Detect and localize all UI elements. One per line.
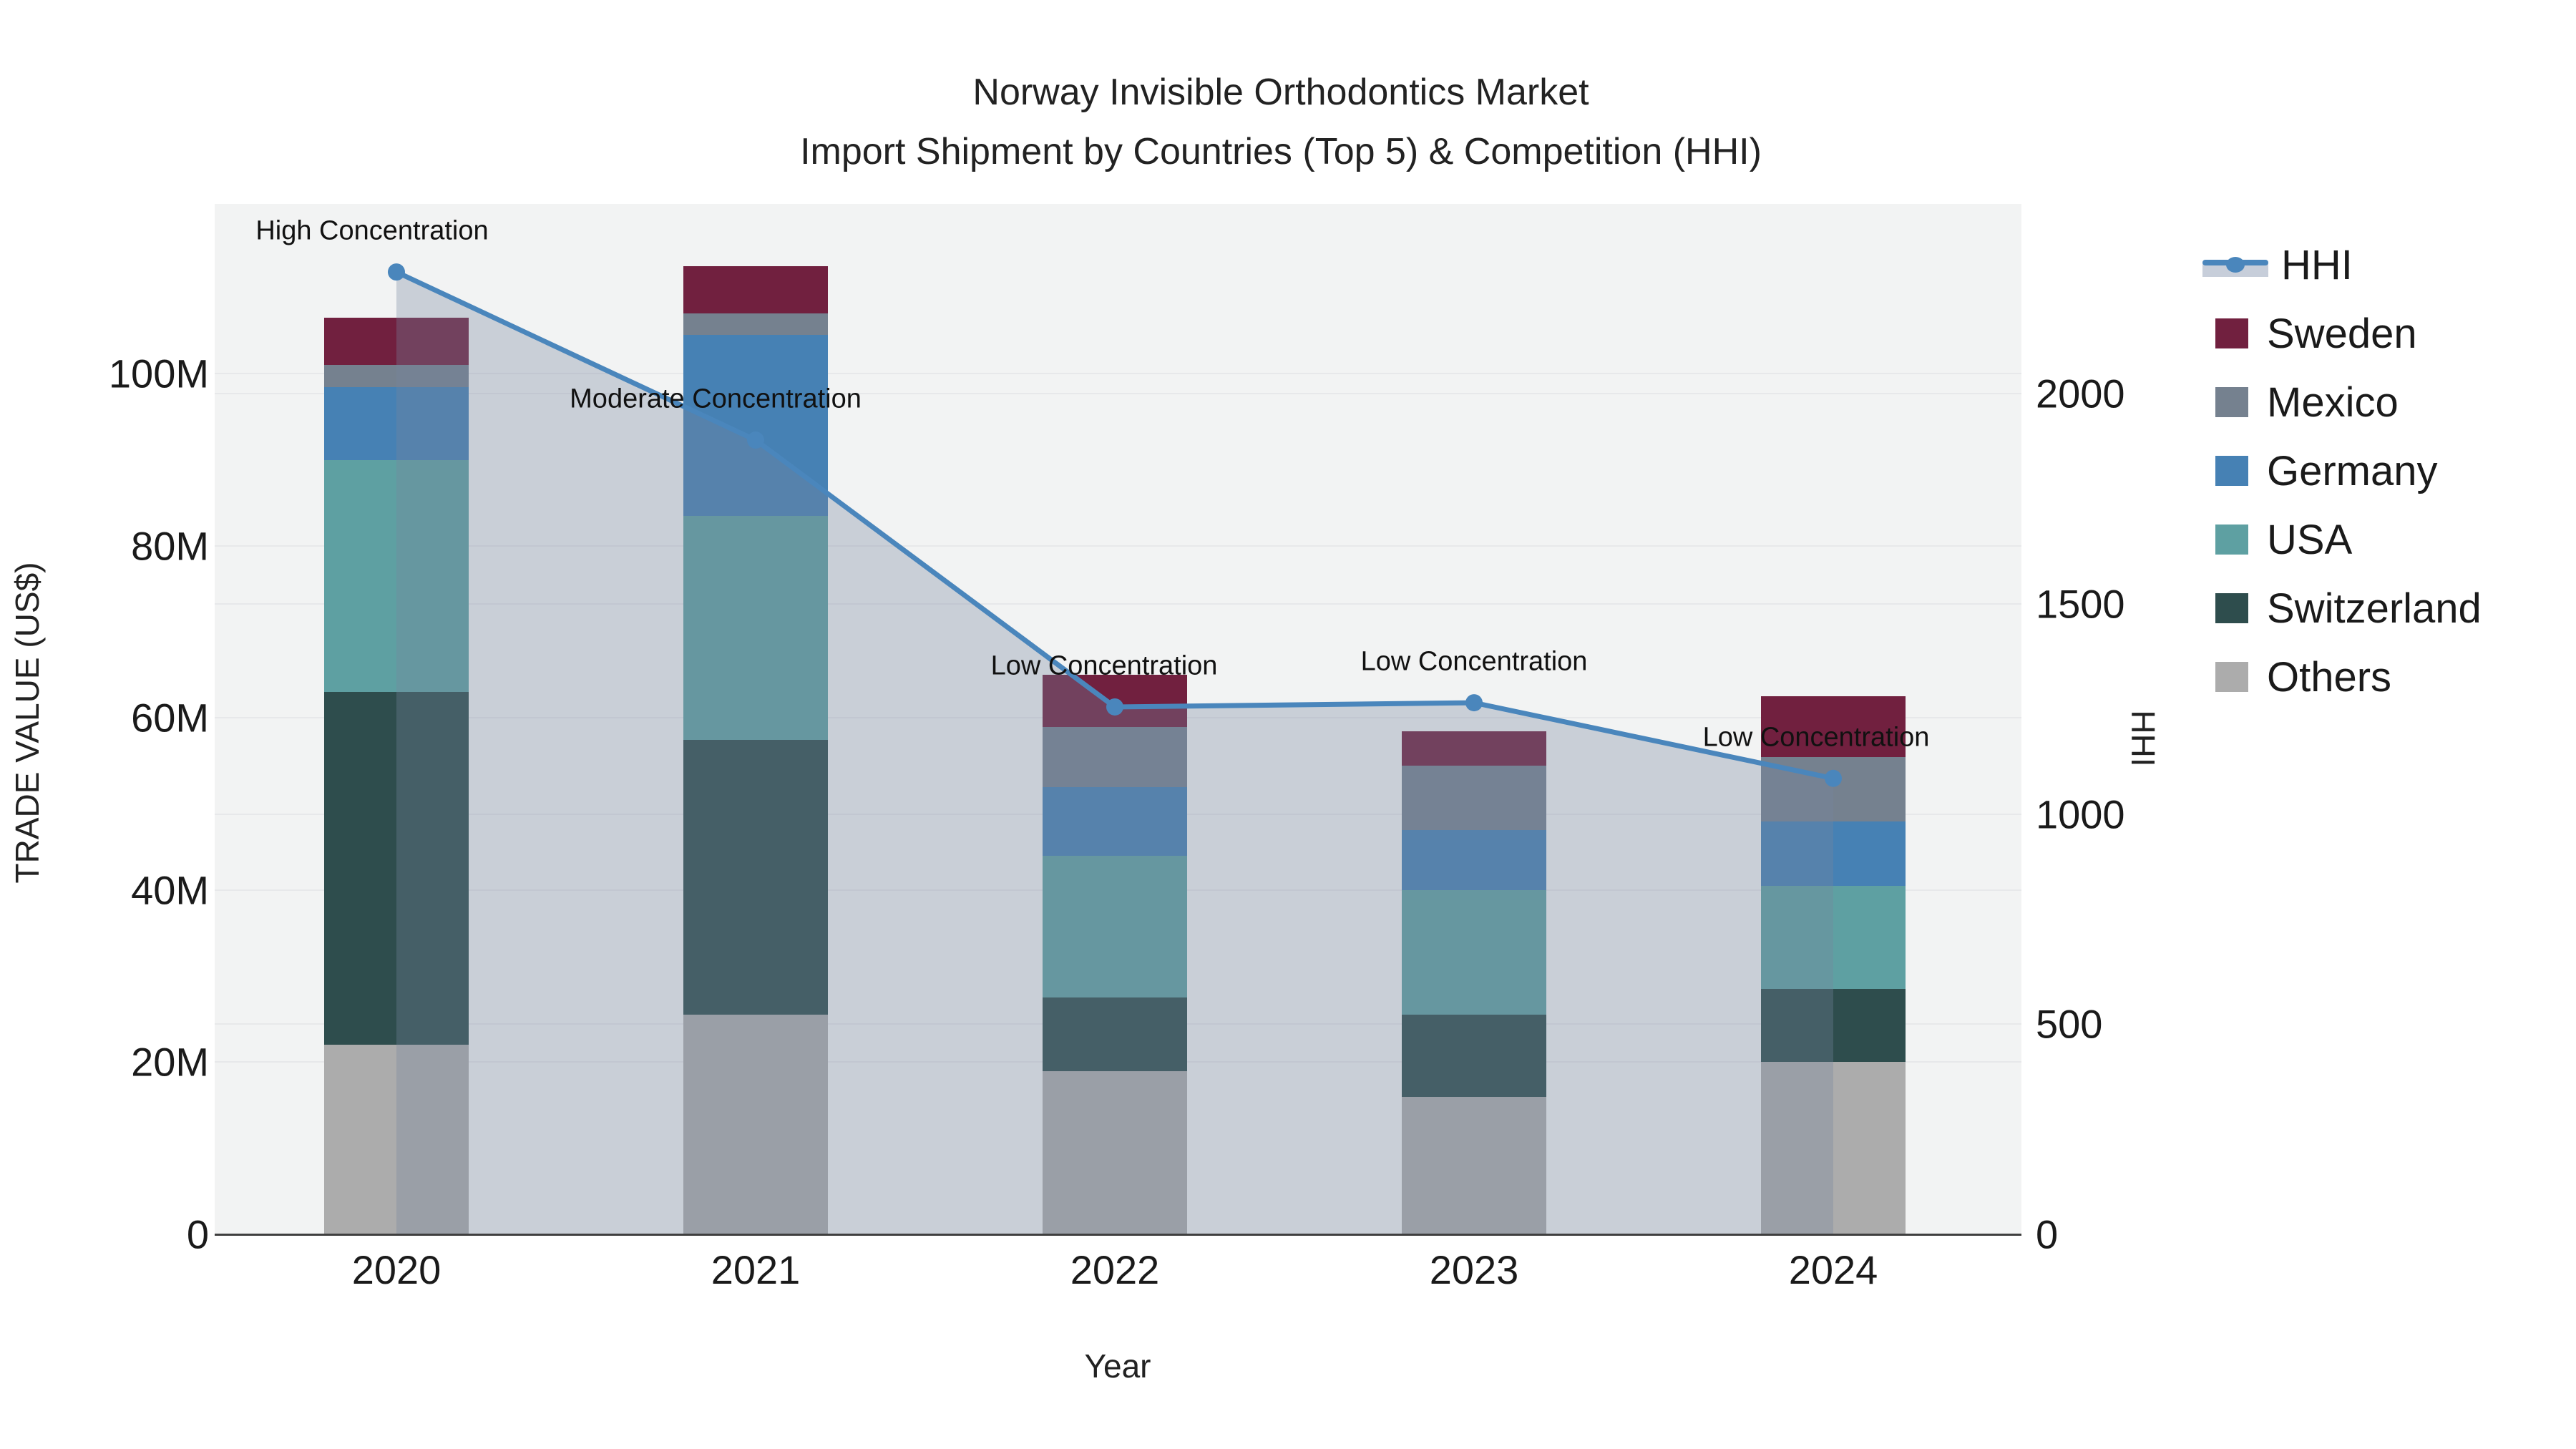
left-tick-100M: 100M [108,351,209,396]
right-tick-0: 0 [2036,1211,2059,1257]
legend-swatch-icon [2215,318,2248,348]
annotation-2021: Moderate Concentration [570,384,862,414]
hhi-line-layer [388,263,1842,1234]
left-tick-80M: 80M [131,523,209,569]
legend-label: Switzerland [2267,585,2482,632]
bar-segment-2021-germany [683,335,828,516]
left-axis-title: TRADE VALUE (US$) [9,562,46,884]
bar-segment-2023-usa [1402,889,1546,1015]
hhi-marker-2021 [747,431,764,449]
x-axis-title: Year [1084,1347,1151,1385]
right-tick-500: 500 [2036,1001,2103,1047]
x-tick-2020: 2020 [351,1247,441,1292]
bar-segment-2020-mexico [324,365,469,387]
bar-segment-2020-sweden [324,318,469,366]
gridline-right-2000 [215,393,2021,395]
chart-title-line2: Import Shipment by Countries (Top 5) & C… [800,131,1762,173]
bar-segment-2024-usa [1761,885,1906,990]
gridline-right-1500 [215,603,2021,605]
hhi-marker-2024 [1825,769,1842,787]
bar-segment-2024-switzerland [1761,989,1906,1063]
annotation-2022: Low Concentration [990,650,1218,681]
legend-swatch-icon [2215,662,2248,692]
bar-segment-2021-switzerland [683,739,828,1015]
bar-segment-2022-others [1043,1070,1187,1234]
bar-segment-2020-switzerland [324,692,469,1045]
bar-segment-2022-switzerland [1043,997,1187,1071]
annotation-2020: High Concentration [255,215,489,246]
bar-segment-2022-usa [1043,855,1187,998]
right-tick-2000: 2000 [2036,371,2125,416]
right-axis-title: HHI [2124,710,2162,767]
annotation-2023: Low Concentration [1360,646,1588,677]
bar-segment-2024-others [1761,1062,1906,1234]
legend-label: Germany [2267,447,2438,494]
bar-segment-2024-sweden [1761,696,1906,757]
bar-segment-2020-usa [324,459,469,693]
legend-label: Sweden [2267,310,2417,357]
legend-item-mexico[interactable]: Mexico [2202,368,2482,436]
bar-segment-2020-germany [324,386,469,460]
right-tick-1000: 1000 [2036,791,2125,837]
legend-label: USA [2267,516,2353,563]
legend-item-usa[interactable]: USA [2202,505,2482,574]
legend: HHI Sweden Mexico Germany USA Switzerland Othe… [2202,230,2482,711]
left-tick-40M: 40M [131,867,209,913]
plot-area: High Concentration Moderate Concentration… [215,204,2021,1236]
hhi-area-fill [396,272,1833,1234]
legend-item-germany[interactable]: Germany [2202,436,2482,505]
annotation-2024: Low Concentration [1702,722,1930,753]
legend-item-others[interactable]: Others [2202,643,2482,711]
legend-label: HHI [2281,241,2353,288]
bar-segment-2024-germany [1761,821,1906,886]
x-axis-line [215,1234,2021,1236]
hhi-marker-2023 [1465,694,1483,712]
bar-segment-2021-sweden [683,266,828,314]
legend-swatch-icon [2215,525,2248,555]
legend-swatch-icon [2215,456,2248,486]
legend-line-icon [2202,250,2268,280]
legend-swatch-icon [2215,387,2248,417]
left-tick-0: 0 [186,1211,209,1257]
gridline-left-80M [215,545,2021,547]
bar-segment-2023-germany [1402,829,1546,890]
bar-segment-2023-mexico [1402,765,1546,830]
bar-segment-2023-sweden [1402,731,1546,766]
bar-segment-2022-mexico [1043,726,1187,787]
bar-segment-2023-others [1402,1096,1546,1234]
x-tick-2024: 2024 [1788,1247,1878,1292]
hhi-marker-2022 [1106,698,1123,716]
left-tick-20M: 20M [131,1039,209,1085]
left-tick-60M: 60M [131,695,209,741]
bar-segment-2020-others [324,1045,469,1234]
legend-label: Mexico [2267,379,2399,426]
x-tick-2021: 2021 [711,1247,801,1292]
legend-item-switzerland[interactable]: Switzerland [2202,574,2482,643]
chart-title-line1: Norway Invisible Orthodontics Market [972,72,1589,113]
x-tick-2023: 2023 [1429,1247,1519,1292]
right-tick-1500: 1500 [2036,581,2125,627]
bar-segment-2021-mexico [683,313,828,336]
chart-title: Norway Invisible Orthodontics Market Imp… [0,63,2562,182]
legend-item-hhi[interactable]: HHI [2202,230,2482,299]
legend-swatch-icon [2215,593,2248,623]
bar-segment-2021-others [683,1015,828,1234]
bar-segment-2022-germany [1043,786,1187,856]
gridline-left-100M [215,373,2021,375]
hhi-marker-2020 [388,263,405,281]
legend-label: Others [2267,653,2392,701]
x-tick-2022: 2022 [1070,1247,1160,1292]
legend-item-sweden[interactable]: Sweden [2202,299,2482,368]
bar-segment-2023-switzerland [1402,1015,1546,1097]
bar-segment-2021-usa [683,515,828,740]
